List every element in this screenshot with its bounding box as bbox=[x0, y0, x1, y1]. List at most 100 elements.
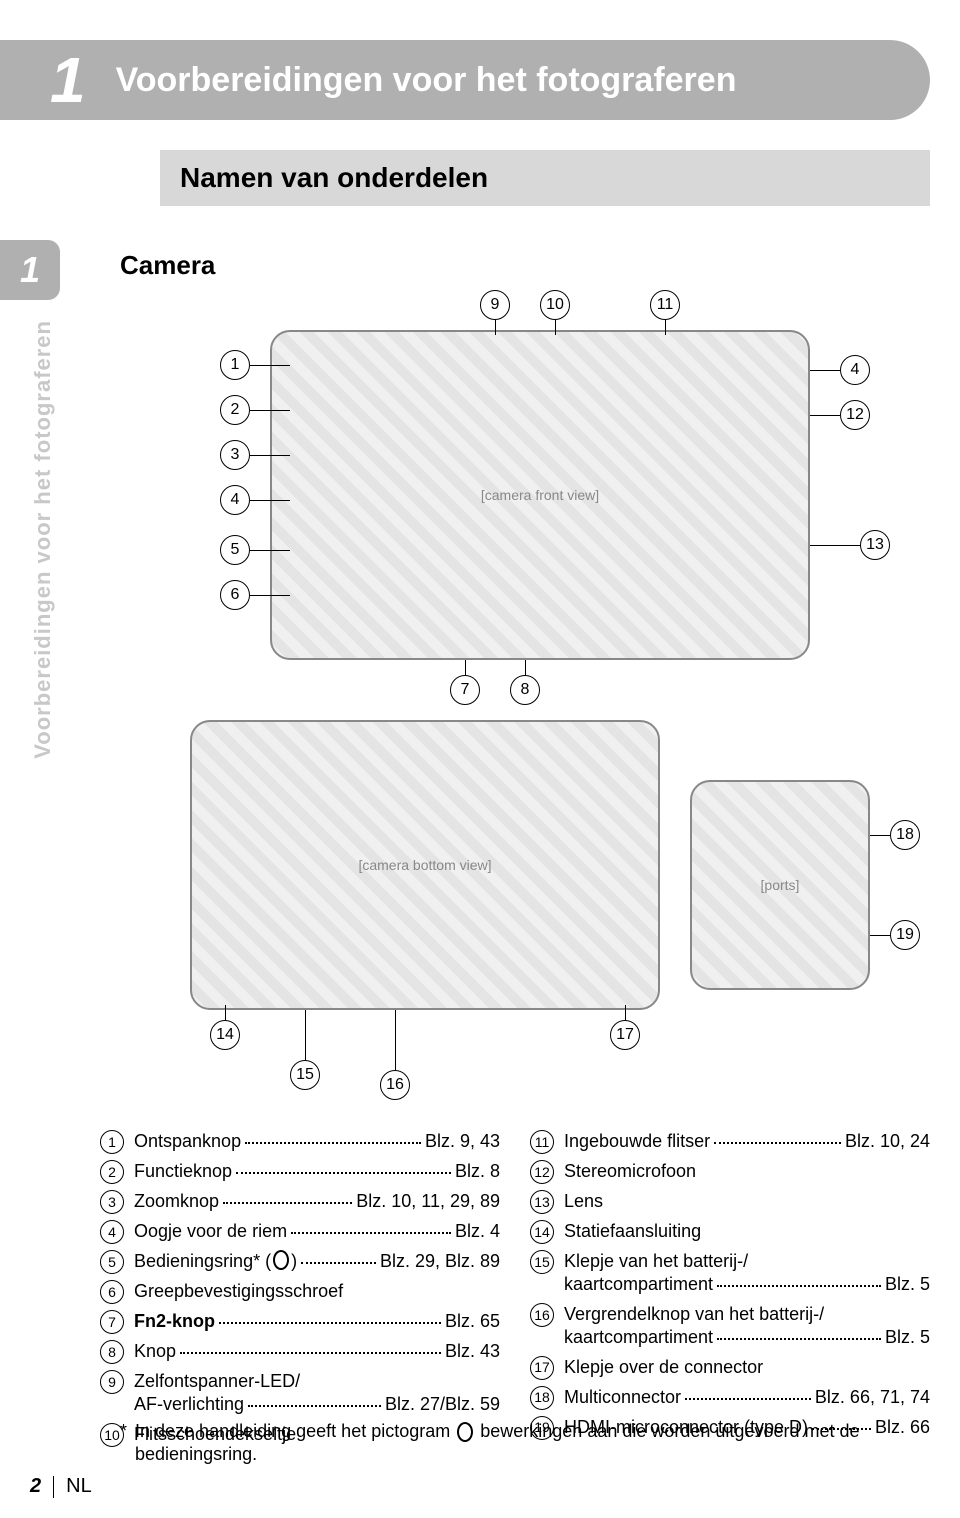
part-text: Oogje voor de riemBlz. 4 bbox=[134, 1220, 500, 1243]
part-number: 2 bbox=[100, 1160, 124, 1184]
part-number: 4 bbox=[100, 1220, 124, 1244]
part-row: 17 Klepje over de connector bbox=[530, 1356, 930, 1380]
part-row: 7 Fn2-knopBlz. 65 bbox=[100, 1310, 500, 1334]
part-row: 8 KnopBlz. 43 bbox=[100, 1340, 500, 1364]
part-page-ref: Blz. 10, 24 bbox=[845, 1130, 930, 1153]
chapter-pill: 1 Voorbereidingen voor het fotograferen bbox=[0, 40, 930, 120]
part-number: 9 bbox=[100, 1370, 124, 1394]
part-number: 15 bbox=[530, 1250, 554, 1274]
chapter-header: 1 Voorbereidingen voor het fotograferen bbox=[0, 40, 930, 120]
part-text: MulticonnectorBlz. 66, 71, 74 bbox=[564, 1386, 930, 1409]
part-row: 2FunctieknopBlz. 8 bbox=[100, 1160, 500, 1184]
part-page-ref: Blz. 8 bbox=[455, 1160, 500, 1183]
callout-8: 8 bbox=[510, 675, 540, 705]
footnote: * In deze handleiding geeft het pictogra… bbox=[120, 1420, 920, 1467]
part-row: 5 Bedieningsring* ()Blz. 29, Blz. 89 bbox=[100, 1250, 500, 1274]
connector-panel-illustration: [ports] bbox=[690, 780, 870, 990]
part-number: 18 bbox=[530, 1386, 554, 1410]
part-number: 14 bbox=[530, 1220, 554, 1244]
part-text: Fn2-knopBlz. 65 bbox=[134, 1310, 500, 1333]
callout-11: 11 bbox=[650, 290, 680, 320]
part-number: 12 bbox=[530, 1160, 554, 1184]
footnote-marker: * bbox=[120, 1420, 127, 1467]
part-row: 6 Greepbevestigingsschroef bbox=[100, 1280, 500, 1304]
part-number: 17 bbox=[530, 1356, 554, 1380]
callout-5: 5 bbox=[220, 535, 250, 565]
callout-4r: 4 bbox=[840, 355, 870, 385]
part-text: Ingebouwde flitserBlz. 10, 24 bbox=[564, 1130, 930, 1153]
callout-17: 17 bbox=[610, 1020, 640, 1050]
part-text: Greepbevestigingsschroef bbox=[134, 1280, 500, 1303]
part-text: KnopBlz. 43 bbox=[134, 1340, 500, 1363]
callout-3: 3 bbox=[220, 440, 250, 470]
callout-7: 7 bbox=[450, 675, 480, 705]
chapter-title: Voorbereidingen voor het fotograferen bbox=[116, 61, 737, 100]
part-row: 9 Zelfontspanner-LED/AF-verlichtingBlz. 2… bbox=[100, 1370, 500, 1417]
part-row: 1 OntspanknopBlz. 9, 43 bbox=[100, 1130, 500, 1154]
part-number: 1 bbox=[100, 1130, 124, 1154]
part-page-ref: Blz. 5 bbox=[885, 1273, 930, 1296]
part-text: Stereomicrofoon bbox=[564, 1160, 930, 1183]
chapter-number: 1 bbox=[50, 43, 86, 117]
part-number: 7 bbox=[100, 1310, 124, 1334]
part-number: 5 bbox=[100, 1250, 124, 1274]
callout-18: 18 bbox=[890, 820, 920, 850]
page-footer: 2 NL bbox=[30, 1475, 92, 1498]
callout-13: 13 bbox=[860, 530, 890, 560]
callout-1: 1 bbox=[220, 350, 250, 380]
camera-subheading: Camera bbox=[120, 250, 215, 281]
footer-divider bbox=[53, 1476, 54, 1498]
part-page-ref: Blz. 43 bbox=[445, 1340, 500, 1363]
callout-6: 6 bbox=[220, 580, 250, 610]
part-text: Klepje over de connector bbox=[564, 1356, 930, 1379]
part-text: Klepje van het batterij-/kaartcompartime… bbox=[564, 1250, 930, 1297]
control-ring-icon bbox=[457, 1422, 473, 1442]
side-tab-text: Voorbereidingen voor het fotograferen bbox=[30, 320, 56, 759]
part-row: 11 Ingebouwde flitserBlz. 10, 24 bbox=[530, 1130, 930, 1154]
part-number: 8 bbox=[100, 1340, 124, 1364]
part-row: 15 Klepje van het batterij-/kaartcomparti… bbox=[530, 1250, 930, 1297]
page-number: 2 bbox=[30, 1475, 41, 1498]
part-text: ZoomknopBlz. 10, 11, 29, 89 bbox=[134, 1190, 500, 1213]
part-row: 4 Oogje voor de riemBlz. 4 bbox=[100, 1220, 500, 1244]
part-page-ref: Blz. 10, 11, 29, 89 bbox=[356, 1190, 500, 1213]
part-number: 11 bbox=[530, 1130, 554, 1154]
part-number: 6 bbox=[100, 1280, 124, 1304]
part-page-ref: Blz. 5 bbox=[885, 1326, 930, 1349]
part-row: 12 Stereomicrofoon bbox=[530, 1160, 930, 1184]
side-tab-number: 1 bbox=[20, 249, 40, 291]
part-text: Lens bbox=[564, 1190, 930, 1213]
part-number: 3 bbox=[100, 1190, 124, 1214]
part-text: OntspanknopBlz. 9, 43 bbox=[134, 1130, 500, 1153]
camera-bottom-illustration: [camera bottom view] bbox=[190, 720, 660, 1010]
callout-12: 12 bbox=[840, 400, 870, 430]
part-text: Zelfontspanner-LED/AF-verlichtingBlz. 27… bbox=[134, 1370, 500, 1417]
camera-front-illustration: [camera front view] bbox=[270, 330, 810, 660]
part-page-ref: Blz. 66, 71, 74 bbox=[815, 1386, 930, 1409]
callout-2: 2 bbox=[220, 395, 250, 425]
part-row: 13Lens bbox=[530, 1190, 930, 1214]
part-row: 3 ZoomknopBlz. 10, 11, 29, 89 bbox=[100, 1190, 500, 1214]
parts-list: 1 OntspanknopBlz. 9, 43 2FunctieknopBlz. 8… bbox=[100, 1130, 930, 1453]
diagram-area: [camera front view] [camera bottom view]… bbox=[120, 280, 920, 1110]
parts-column-left: 1 OntspanknopBlz. 9, 43 2FunctieknopBlz. 8… bbox=[100, 1130, 500, 1453]
part-page-ref: Blz. 4 bbox=[455, 1220, 500, 1243]
parts-column-right: 11 Ingebouwde flitserBlz. 10, 24 12 Stereom… bbox=[530, 1130, 930, 1453]
part-row: 18 MulticonnectorBlz. 66, 71, 74 bbox=[530, 1386, 930, 1410]
callout-9: 9 bbox=[480, 290, 510, 320]
section-heading: Namen van onderdelen bbox=[160, 150, 930, 206]
part-text: Statiefaansluiting bbox=[564, 1220, 930, 1243]
part-page-ref: Blz. 65 bbox=[445, 1310, 500, 1333]
part-page-ref: Blz. 27/Blz. 59 bbox=[385, 1393, 500, 1416]
page-language: NL bbox=[66, 1475, 92, 1498]
part-number: 16 bbox=[530, 1303, 554, 1327]
callout-15: 15 bbox=[290, 1060, 320, 1090]
callout-19: 19 bbox=[890, 920, 920, 950]
part-text: Bedieningsring* ()Blz. 29, Blz. 89 bbox=[134, 1250, 500, 1273]
part-row: 16Vergrendelknop van het batterij-/kaart… bbox=[530, 1303, 930, 1350]
callout-16: 16 bbox=[380, 1070, 410, 1100]
part-row: 14 Statiefaansluiting bbox=[530, 1220, 930, 1244]
callout-4: 4 bbox=[220, 485, 250, 515]
part-page-ref: Blz. 29, Blz. 89 bbox=[380, 1250, 500, 1273]
control-ring-icon bbox=[273, 1250, 289, 1270]
